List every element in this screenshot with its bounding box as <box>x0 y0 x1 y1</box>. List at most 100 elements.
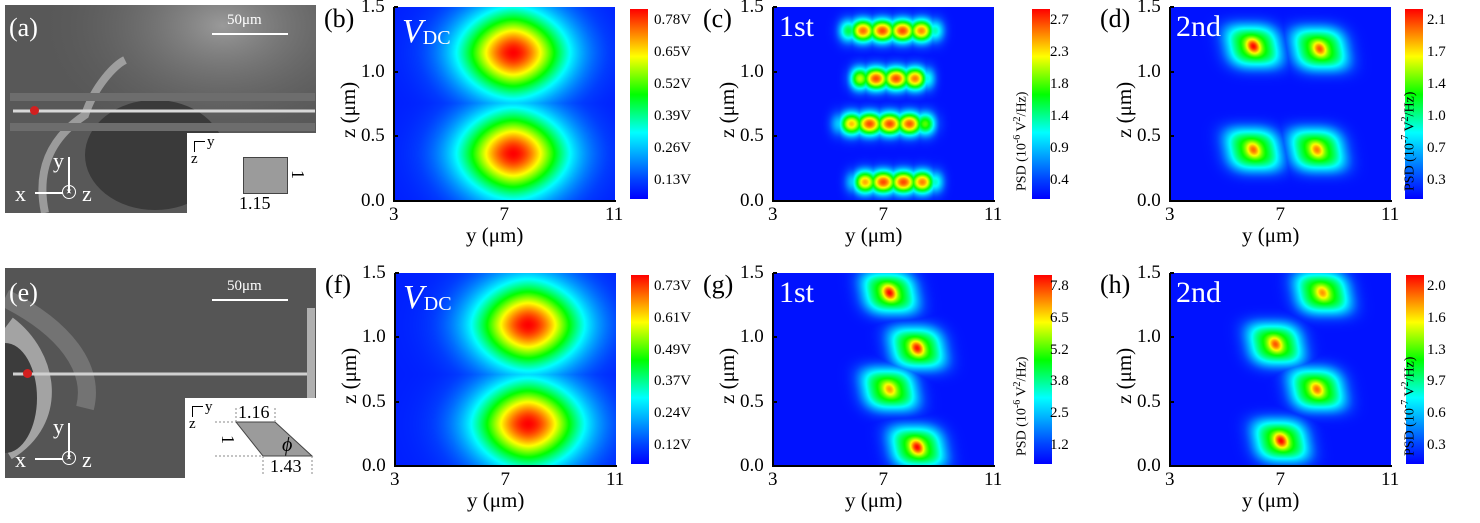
axis-arrow-y-e <box>68 423 70 459</box>
ytick-mark-f <box>395 465 399 467</box>
colorbar-label-h: 0.6 <box>1427 405 1446 422</box>
inset-axis-label-z-e: z <box>189 416 196 432</box>
cross-section-inset-a: y z 1.15 1 <box>187 133 316 213</box>
colorbar-h <box>1406 275 1424 464</box>
overlay-sub: DC <box>423 293 452 315</box>
scale-bar-e <box>212 299 288 301</box>
xtick-label-f: 3 <box>390 469 400 490</box>
panel-label-e: (e) <box>9 278 38 307</box>
colorbar-title-part: PSD (10 <box>1014 143 1030 191</box>
ytick-mark-b <box>394 70 398 73</box>
ytick-mark-f <box>395 400 399 403</box>
colorbar-label-f: 0.49V <box>654 341 692 358</box>
colorbar-label-b: 0.39V <box>654 108 692 124</box>
xtick-label-d: 11 <box>1381 204 1400 225</box>
into-page-icon-a: × <box>62 185 76 199</box>
bottom-width-label-e: 1.43 <box>270 456 302 476</box>
xaxis-title-f: y (μm) <box>467 488 525 512</box>
ytick-mark-c <box>773 6 777 8</box>
ytick-label-h: 0.0 <box>1137 455 1161 476</box>
colorbar-title-h: PSD (10-7 V2/Hz) <box>1400 357 1419 456</box>
cross-section-inset-e: y z 1.16 1.43 1 ϕ <box>185 398 316 478</box>
colorbar-label-f: 0.61V <box>654 309 692 326</box>
ytick-label-h: 0.5 <box>1137 390 1161 412</box>
axis-arrow-x-e <box>35 458 63 460</box>
yaxis-title-g: z (μm) <box>715 347 739 404</box>
ytick-mark-h <box>1170 272 1174 274</box>
overlay-sub: DC <box>422 27 451 49</box>
axis-label-y-a: y <box>53 148 64 173</box>
angle-label-e: ϕ <box>282 434 293 456</box>
ytick-label-h: 1.5 <box>1137 262 1161 283</box>
xaxis-title-c: y (μm) <box>845 223 903 247</box>
colorbar-label-c: 2.7 <box>1050 12 1069 28</box>
ytick-mark-c <box>773 135 777 138</box>
xaxis-title-d: y (μm) <box>1242 223 1300 247</box>
overlay-title-c: 1st <box>779 10 815 43</box>
heatmap-f <box>395 273 616 466</box>
colorbar-label-g: 6.5 <box>1050 309 1069 326</box>
ytick-label-h: 1.0 <box>1137 326 1161 348</box>
xtick-label-f: 11 <box>606 469 625 490</box>
xtick-label-g: 3 <box>768 469 778 490</box>
yaxis-title-c: z (μm) <box>715 81 739 138</box>
axes-frame-b <box>393 7 616 202</box>
axes-frame-g <box>772 273 995 467</box>
probe-marker-a <box>30 106 39 115</box>
axis-arrow-x-a <box>35 192 63 194</box>
axis-arrow-y-a <box>68 157 70 193</box>
colorbar-label-b: 0.26V <box>654 140 692 156</box>
axis-label-z-e: z <box>82 447 92 472</box>
ytick-label-g: 0.5 <box>740 390 764 412</box>
colorbar-label-d: 0.3 <box>1427 172 1446 188</box>
colorbar-label-f: 0.12V <box>654 437 692 453</box>
yaxis-title-b: z (μm) <box>336 81 360 138</box>
ytick-mark-h <box>1170 400 1174 403</box>
overlay-title-d: 2nd <box>1176 10 1221 43</box>
xtick-label-c: 7 <box>878 204 889 225</box>
cross-section-parallelogram-e <box>215 406 314 474</box>
panel-label-h: (h) <box>1100 270 1131 299</box>
colorbar-label-f: 0.24V <box>654 405 692 422</box>
colorbar-label-b: 0.78V <box>654 12 692 28</box>
axis-label-z-a: z <box>82 181 92 206</box>
xaxis-title-h: y (μm) <box>1242 488 1300 512</box>
ytick-mark-d <box>1170 70 1174 73</box>
ytick-label-b: 1.0 <box>361 60 385 82</box>
ytick-label-f: 0.5 <box>362 390 386 412</box>
ytick-mark-d <box>1170 135 1174 138</box>
heatmap-b <box>394 7 615 201</box>
colorbar-title-part: V <box>1402 121 1418 135</box>
xtick-label-f: 7 <box>500 469 511 490</box>
xtick-label-b: 11 <box>605 204 624 225</box>
colorbar-label-b: 0.13V <box>654 172 692 188</box>
panel-label-f: (f) <box>325 270 351 299</box>
scale-bar-a <box>212 33 288 35</box>
colorbar-title-part: PSD (10 <box>1014 408 1030 456</box>
into-page-icon-e: × <box>62 451 76 465</box>
ytick-mark-b <box>394 200 398 202</box>
colorbar-label-h: 1.3 <box>1427 341 1446 358</box>
heatmap-d <box>1170 7 1391 201</box>
probe-marker-e <box>23 369 32 378</box>
inset-axis-corner-a <box>194 141 205 152</box>
ytick-mark-g <box>773 336 777 339</box>
xtick-label-g: 11 <box>984 469 1003 490</box>
axis-label-y-e: y <box>53 414 64 439</box>
colorbar-label-g: 1.2 <box>1050 437 1069 453</box>
xtick-label-h: 7 <box>1275 469 1286 490</box>
ytick-label-g: 1.0 <box>740 326 764 348</box>
ytick-label-b: 0.0 <box>361 190 385 211</box>
xtick-label-h: 3 <box>1165 469 1175 490</box>
colorbar-label-g: 5.2 <box>1050 341 1069 358</box>
ytick-label-g: 1.5 <box>740 262 764 283</box>
top-width-label-e: 1.16 <box>238 402 270 422</box>
panel-label-b: (b) <box>324 4 355 33</box>
ytick-mark-h <box>1170 465 1174 467</box>
panel-label-g: (g) <box>703 270 734 299</box>
colorbar-title-c: PSD (10-6 V2/Hz) <box>1012 92 1031 191</box>
colorbar-title-part: /Hz) <box>1402 356 1418 382</box>
ytick-label-d: 1.5 <box>1137 0 1161 17</box>
colorbar-label-h: 1.6 <box>1427 309 1446 326</box>
ytick-mark-c <box>773 200 777 202</box>
